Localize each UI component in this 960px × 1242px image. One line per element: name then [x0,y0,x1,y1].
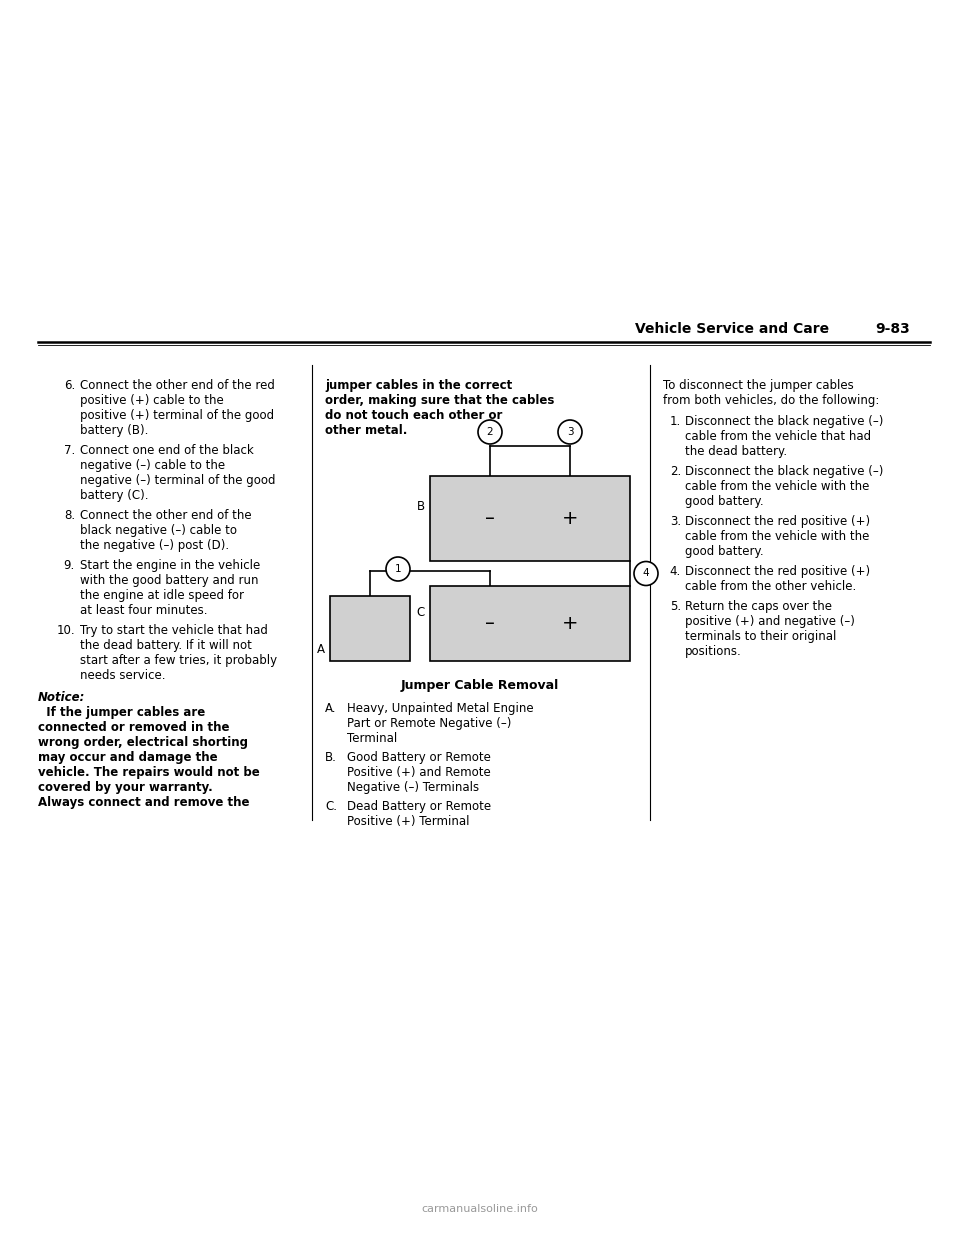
Text: positive (+) and negative (–): positive (+) and negative (–) [685,615,854,628]
Text: at least four minutes.: at least four minutes. [80,604,207,617]
Text: –: – [485,509,495,528]
Text: 3: 3 [566,427,573,437]
Text: –: – [485,614,495,633]
Text: 4: 4 [642,569,649,579]
Circle shape [558,420,582,443]
Text: Connect the other end of the red: Connect the other end of the red [80,379,275,392]
Text: with the good battery and run: with the good battery and run [80,574,258,587]
Text: the engine at idle speed for: the engine at idle speed for [80,589,244,602]
Text: Connect one end of the black: Connect one end of the black [80,443,253,457]
Text: B.: B. [325,751,337,764]
Text: C: C [417,606,425,619]
Text: 4.: 4. [670,565,681,578]
Text: cable from the vehicle with the: cable from the vehicle with the [685,479,870,493]
Text: wrong order, electrical shorting: wrong order, electrical shorting [38,737,248,749]
Text: carmanualsoline.info: carmanualsoline.info [421,1203,539,1213]
Text: Disconnect the black negative (–): Disconnect the black negative (–) [685,415,883,428]
Text: 3.: 3. [670,515,681,528]
Text: B: B [417,501,425,513]
Text: cable from the vehicle that had: cable from the vehicle that had [685,430,871,443]
Circle shape [386,556,410,581]
Text: cable from the other vehicle.: cable from the other vehicle. [685,580,856,592]
Text: needs service.: needs service. [80,669,165,682]
Text: 9.: 9. [63,559,75,573]
Text: If the jumper cables are: If the jumper cables are [38,705,205,719]
Text: 7.: 7. [63,443,75,457]
Text: positive (+) cable to the: positive (+) cable to the [80,394,224,407]
Text: the negative (–) post (D).: the negative (–) post (D). [80,539,229,551]
Text: 1: 1 [395,564,401,574]
Text: good battery.: good battery. [685,496,763,508]
Text: To disconnect the jumper cables: To disconnect the jumper cables [663,379,853,392]
Text: Positive (+) Terminal: Positive (+) Terminal [347,815,469,828]
Text: Vehicle Service and Care: Vehicle Service and Care [635,322,829,337]
Text: covered by your warranty.: covered by your warranty. [38,781,213,794]
Text: A.: A. [325,702,337,715]
Text: order, making sure that the cables: order, making sure that the cables [325,394,554,407]
Text: Terminal: Terminal [347,732,397,745]
Text: battery (C).: battery (C). [80,489,149,502]
Text: black negative (–) cable to: black negative (–) cable to [80,524,237,537]
Text: Positive (+) and Remote: Positive (+) and Remote [347,766,491,779]
Text: +: + [562,509,578,528]
Text: Connect the other end of the: Connect the other end of the [80,509,252,522]
Text: +: + [562,614,578,633]
Text: Part or Remote Negative (–): Part or Remote Negative (–) [347,717,512,730]
Text: do not touch each other or: do not touch each other or [325,409,502,422]
Text: negative (–) terminal of the good: negative (–) terminal of the good [80,474,276,487]
Text: Heavy, Unpainted Metal Engine: Heavy, Unpainted Metal Engine [347,702,534,715]
Text: vehicle. The repairs would not be: vehicle. The repairs would not be [38,766,260,779]
Text: C.: C. [325,800,337,814]
Text: Jumper Cable Removal: Jumper Cable Removal [401,679,559,692]
Bar [430,476,630,561]
Text: terminals to their original: terminals to their original [685,630,836,643]
Text: Dead Battery or Remote: Dead Battery or Remote [347,800,492,814]
Circle shape [634,561,658,585]
Text: 8.: 8. [64,509,75,522]
Text: A: A [317,643,325,656]
Text: Notice:: Notice: [38,691,85,704]
Text: Disconnect the black negative (–): Disconnect the black negative (–) [685,465,883,478]
Text: Return the caps over the: Return the caps over the [685,600,832,614]
Text: jumper cables in the correct: jumper cables in the correct [325,379,513,392]
Text: other metal.: other metal. [325,424,407,437]
Text: cable from the vehicle with the: cable from the vehicle with the [685,530,870,543]
Bar [330,596,410,661]
Text: positions.: positions. [685,645,742,658]
Text: Try to start the vehicle that had: Try to start the vehicle that had [80,623,268,637]
Text: Start the engine in the vehicle: Start the engine in the vehicle [80,559,260,573]
Text: from both vehicles, do the following:: from both vehicles, do the following: [663,394,879,407]
Text: Good Battery or Remote: Good Battery or Remote [347,751,491,764]
Text: 5.: 5. [670,600,681,614]
Text: 10.: 10. [57,623,75,637]
Text: 2.: 2. [670,465,681,478]
Text: the dead battery.: the dead battery. [685,445,787,458]
Text: 1.: 1. [670,415,681,428]
Text: 6.: 6. [63,379,75,392]
Text: start after a few tries, it probably: start after a few tries, it probably [80,655,277,667]
Text: Always connect and remove the: Always connect and remove the [38,796,250,809]
Text: battery (B).: battery (B). [80,424,149,437]
Text: 9-83: 9-83 [876,322,910,337]
Text: Negative (–) Terminals: Negative (–) Terminals [347,781,479,794]
Text: Disconnect the red positive (+): Disconnect the red positive (+) [685,565,870,578]
Text: positive (+) terminal of the good: positive (+) terminal of the good [80,409,275,422]
Text: may occur and damage the: may occur and damage the [38,751,218,764]
Text: good battery.: good battery. [685,545,763,558]
Circle shape [478,420,502,443]
Bar [430,586,630,661]
Text: the dead battery. If it will not: the dead battery. If it will not [80,638,252,652]
Text: 2: 2 [487,427,493,437]
Text: negative (–) cable to the: negative (–) cable to the [80,460,226,472]
Text: Disconnect the red positive (+): Disconnect the red positive (+) [685,515,870,528]
Text: connected or removed in the: connected or removed in the [38,722,229,734]
